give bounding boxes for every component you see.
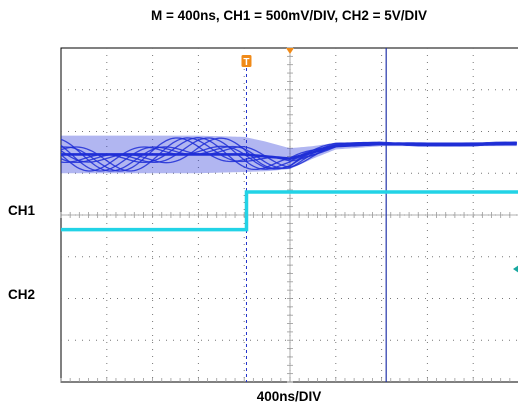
time-position-icon bbox=[286, 48, 294, 54]
chart-title: M = 400ns, CH1 = 500mV/DIV, CH2 = 5V/DIV bbox=[150, 8, 427, 23]
trigger-marker-label: T bbox=[243, 57, 249, 68]
x-axis-label: 400ns/DIV bbox=[256, 389, 322, 404]
minor-ticks bbox=[60, 47, 511, 383]
trigger-marker-icon bbox=[241, 55, 252, 67]
trigger-level-icon bbox=[513, 265, 518, 273]
ch1-trace bbox=[60, 137, 517, 172]
ch1-trace-line bbox=[61, 142, 517, 160]
ch1-label: CH1 bbox=[8, 203, 36, 218]
ch2-label: CH2 bbox=[8, 287, 36, 302]
